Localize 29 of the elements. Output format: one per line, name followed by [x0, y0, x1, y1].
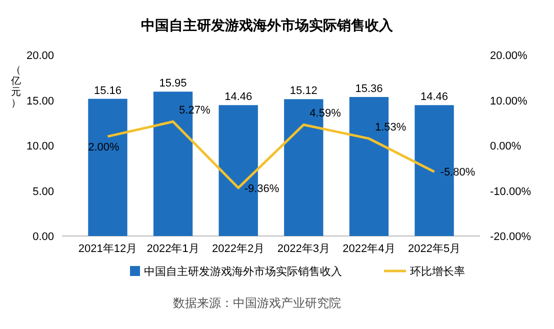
data-label: 15.16 — [94, 84, 122, 97]
legend-label: 环比增长率 — [410, 265, 465, 278]
y2-tick-label: 0.00% — [490, 140, 522, 152]
y2-tick-label: 10.00% — [490, 95, 528, 108]
x-tick-label: 2022年2月 — [212, 243, 265, 255]
bar — [88, 98, 128, 236]
chart-title: 中国自主研发游戏海外市场实际销售收入 — [141, 17, 394, 33]
x-tick-label: 2022年1月 — [146, 243, 200, 255]
data-label: 15.36 — [355, 82, 383, 95]
y2-tick-label: -10.00% — [490, 186, 532, 198]
data-label: 15.12 — [290, 85, 318, 98]
data-label: 2.00% — [88, 141, 120, 154]
data-label: 15.95 — [159, 78, 187, 90]
y-tick-label: 0.00 — [32, 231, 54, 243]
source-note: 数据来源：中国游戏产业研究院 — [173, 296, 341, 310]
legend-label: 中国自主研发游戏海外市场实际销售收入 — [144, 265, 342, 278]
x-tick-label: 2021年12月 — [78, 243, 138, 255]
y-tick-label: 15.00 — [26, 95, 54, 108]
y-tick-label: 10.00 — [26, 140, 54, 152]
y-tick-label: 20.00 — [26, 50, 54, 62]
data-label: 14.46 — [420, 91, 448, 104]
y-axis-title: （亿元） — [10, 65, 21, 109]
y-tick-label: 5.00 — [32, 186, 54, 198]
y2-tick-label: 20.00% — [490, 50, 528, 62]
y2-tick-label: -20.00% — [490, 231, 532, 243]
x-tick-label: 2022年3月 — [277, 243, 330, 255]
data-label: 14.46 — [224, 91, 252, 104]
x-tick-label: 2022年4月 — [342, 243, 396, 255]
x-tick-label: 2022年5月 — [408, 243, 461, 255]
